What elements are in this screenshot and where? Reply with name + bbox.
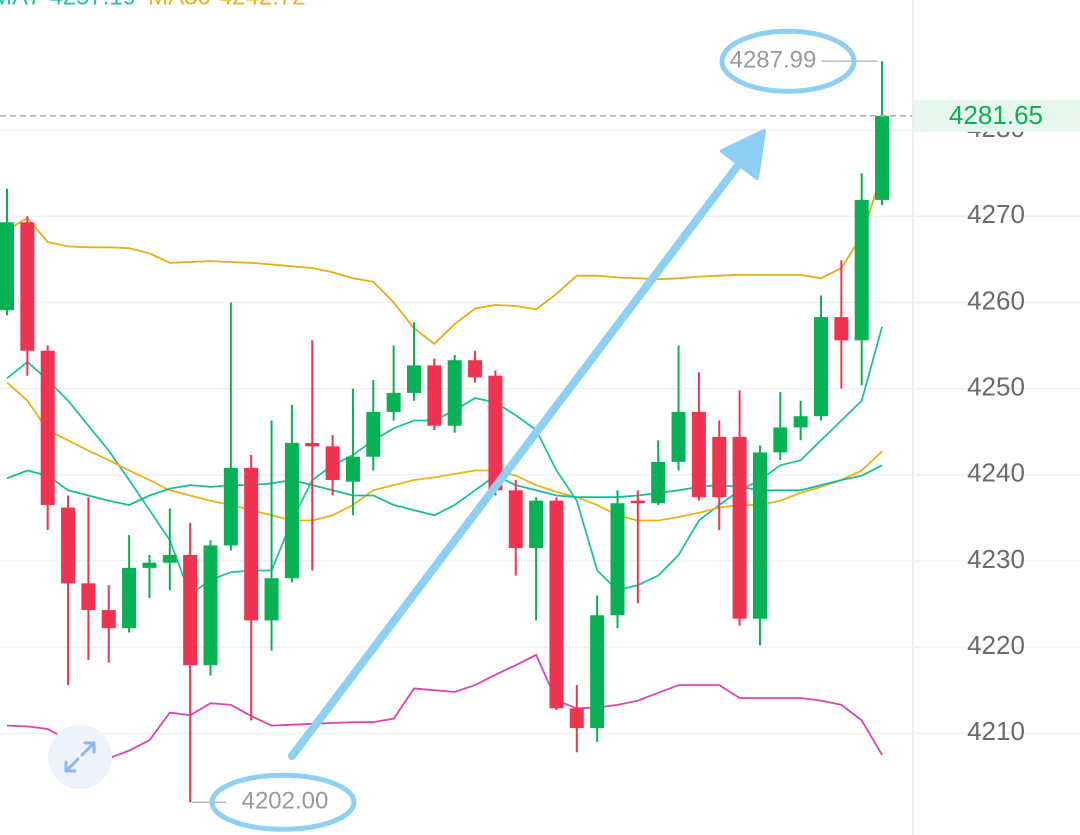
candle-body xyxy=(814,317,828,417)
y-tick-label: 4220 xyxy=(967,630,1025,660)
candle-body xyxy=(325,446,340,480)
y-tick-label: 4260 xyxy=(967,285,1025,315)
candle-body xyxy=(508,490,523,549)
legend-value: 4242.72 xyxy=(219,0,306,10)
ma-line xyxy=(6,653,883,760)
last-price-label: 4281.65 xyxy=(949,100,1043,130)
last-price-tag xyxy=(914,99,1080,132)
legend-name: MA30 xyxy=(148,0,211,10)
trend-arrowhead xyxy=(720,129,766,180)
candle-body xyxy=(834,317,849,341)
high-label: 4287.99 xyxy=(730,47,817,74)
expand-circle[interactable] xyxy=(48,725,112,789)
candle-body xyxy=(183,554,198,666)
candle-body xyxy=(793,416,808,428)
candle-body xyxy=(752,452,767,619)
candle-body xyxy=(81,583,96,611)
candle-body xyxy=(447,360,462,426)
candle-body xyxy=(732,436,747,619)
y-tick-label: 4210 xyxy=(967,716,1025,746)
highlight-ellipse xyxy=(719,28,857,94)
candle-body xyxy=(366,411,381,457)
expand-button[interactable] xyxy=(48,725,112,789)
expand-icon[interactable] xyxy=(64,741,96,773)
y-tick-label: 4270 xyxy=(967,199,1025,229)
candle-body xyxy=(875,115,890,200)
candle-body xyxy=(854,199,869,341)
legend-value: 4257.19 xyxy=(49,0,136,10)
candle-body xyxy=(630,500,645,504)
candle-body xyxy=(142,562,157,568)
highlight-ellipse xyxy=(209,772,357,832)
candle-body xyxy=(223,467,238,546)
candle-body xyxy=(101,610,116,629)
candle-body xyxy=(549,500,564,709)
legend-name: MA7 xyxy=(0,0,41,10)
candle-body xyxy=(284,442,299,579)
candle-body xyxy=(122,567,137,629)
candle-body xyxy=(773,427,788,453)
candle-body xyxy=(590,615,605,729)
grid: 42104220423042404250426042704280 xyxy=(0,113,1080,746)
candle-body xyxy=(386,392,401,412)
candle-body xyxy=(468,360,483,378)
y-tick-label: 4230 xyxy=(967,544,1025,574)
candle-body xyxy=(40,350,55,505)
candle-body xyxy=(264,578,279,621)
candle-body xyxy=(345,456,360,482)
ma-line xyxy=(6,172,883,345)
candle-body xyxy=(488,375,503,491)
candle-body xyxy=(162,554,177,563)
ma-line xyxy=(6,464,883,517)
candle-body xyxy=(691,411,706,498)
y-tick-label: 4250 xyxy=(967,372,1025,402)
low-label: 4202.00 xyxy=(242,788,329,815)
candle-body xyxy=(427,365,442,426)
candles xyxy=(0,61,890,803)
candle-body xyxy=(244,467,259,621)
candle-body xyxy=(651,461,666,504)
y-tick-label: 4240 xyxy=(967,458,1025,488)
candle-body xyxy=(203,545,218,666)
candle-body xyxy=(407,365,421,393)
candle-body xyxy=(529,500,544,549)
candle-body xyxy=(0,222,14,311)
candle-body xyxy=(61,507,76,584)
trend-arrow xyxy=(288,156,746,760)
candle-body xyxy=(569,708,584,729)
candle-body xyxy=(305,442,320,447)
candle-body xyxy=(20,222,35,351)
indicator-lines xyxy=(6,172,883,760)
candle-body xyxy=(610,503,625,616)
candle-body xyxy=(671,411,686,462)
candle-body xyxy=(712,436,727,498)
